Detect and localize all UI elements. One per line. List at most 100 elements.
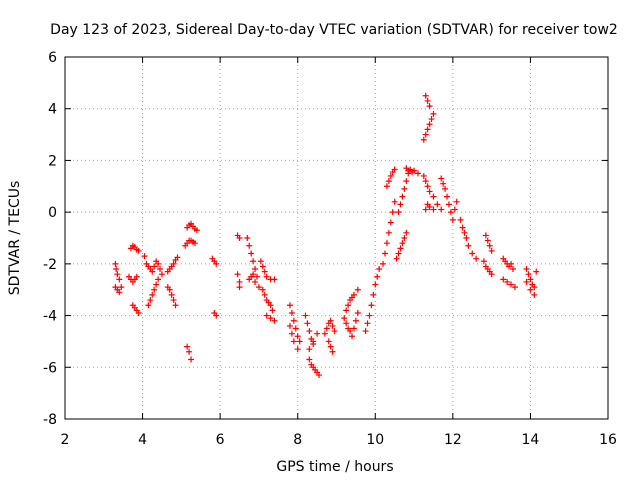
data-point xyxy=(527,276,534,283)
data-point xyxy=(430,110,437,117)
data-point xyxy=(383,240,390,247)
data-point xyxy=(393,255,400,262)
data-point xyxy=(288,330,295,337)
data-point xyxy=(372,281,379,288)
data-point xyxy=(354,286,361,293)
data-point xyxy=(157,266,164,273)
plot-frame xyxy=(64,56,609,420)
data-point xyxy=(310,338,317,345)
data-point xyxy=(385,229,392,236)
data-point xyxy=(244,235,251,241)
data-point xyxy=(438,206,445,213)
data-point xyxy=(420,136,427,143)
data-point xyxy=(261,291,268,298)
data-point xyxy=(424,97,431,104)
data-point xyxy=(469,250,476,257)
data-point xyxy=(234,271,241,278)
data-point xyxy=(158,271,165,278)
data-point xyxy=(174,254,181,261)
data-point xyxy=(430,206,437,213)
data-point xyxy=(188,356,195,363)
data-point xyxy=(473,255,480,262)
data-point xyxy=(401,235,408,241)
data-point xyxy=(370,291,377,298)
x-tick-label: 16 xyxy=(599,432,617,448)
data-point xyxy=(323,325,330,332)
data-point xyxy=(508,260,515,267)
y-tick-label: -6 xyxy=(43,360,57,376)
data-point xyxy=(286,322,293,329)
data-point xyxy=(294,346,301,353)
data-point xyxy=(391,198,398,205)
data-point xyxy=(145,302,152,309)
data-point xyxy=(482,232,489,239)
data-point xyxy=(457,216,464,223)
data-point xyxy=(362,328,369,335)
data-point xyxy=(488,247,495,254)
chart-title: Day 123 of 2023, Sidereal Day-to-day VTE… xyxy=(50,22,618,38)
x-tick-label: 14 xyxy=(522,432,540,448)
y-tick-label: 0 xyxy=(48,205,57,221)
data-point xyxy=(349,333,356,340)
data-point xyxy=(347,328,354,335)
data-point xyxy=(376,266,383,273)
data-point xyxy=(395,250,402,257)
data-point xyxy=(426,188,433,195)
data-point xyxy=(403,178,410,185)
data-point xyxy=(411,167,418,174)
data-point xyxy=(397,245,404,252)
data-point xyxy=(259,286,266,293)
data-point xyxy=(422,206,429,213)
data-point xyxy=(327,343,334,350)
data-point xyxy=(166,286,173,293)
data-point xyxy=(364,320,371,327)
data-point xyxy=(465,242,472,249)
data-point xyxy=(114,271,121,278)
x-tick-label: 10 xyxy=(366,432,384,448)
data-point xyxy=(508,281,515,288)
data-point xyxy=(422,131,429,138)
data-point xyxy=(397,201,404,208)
data-point xyxy=(325,338,332,345)
data-point xyxy=(486,242,493,249)
data-point xyxy=(259,263,266,270)
data-point xyxy=(444,193,451,200)
data-point xyxy=(523,266,530,273)
data-point xyxy=(250,271,257,278)
data-point xyxy=(331,328,338,335)
data-point xyxy=(484,237,491,244)
data-point xyxy=(391,166,398,173)
data-point xyxy=(213,312,220,319)
x-axis-label: GPS time / hours xyxy=(276,459,393,475)
data-point xyxy=(306,328,313,335)
data-point xyxy=(286,302,293,309)
data-point xyxy=(269,307,276,314)
data-point xyxy=(500,276,507,283)
data-point xyxy=(155,260,162,267)
data-point xyxy=(509,266,516,273)
data-point xyxy=(271,276,278,283)
data-point xyxy=(531,284,538,291)
data-point xyxy=(155,276,162,283)
data-points xyxy=(112,92,540,379)
data-point xyxy=(151,263,158,270)
data-point xyxy=(442,185,449,192)
data-point xyxy=(133,273,140,280)
x-tick-label: 4 xyxy=(138,432,147,448)
data-point xyxy=(292,325,299,332)
data-point xyxy=(523,278,530,285)
data-point xyxy=(236,284,243,291)
data-point xyxy=(191,240,198,247)
data-point xyxy=(387,172,394,179)
data-point xyxy=(306,356,313,363)
y-tick-label: -4 xyxy=(43,309,57,325)
data-point xyxy=(290,338,297,345)
data-point xyxy=(387,219,394,226)
data-point xyxy=(261,268,268,275)
data-point xyxy=(426,103,433,110)
data-point xyxy=(447,209,454,216)
data-point xyxy=(135,309,142,316)
data-point xyxy=(385,178,392,185)
y-tick-label: -2 xyxy=(43,257,57,273)
data-point xyxy=(141,253,148,260)
